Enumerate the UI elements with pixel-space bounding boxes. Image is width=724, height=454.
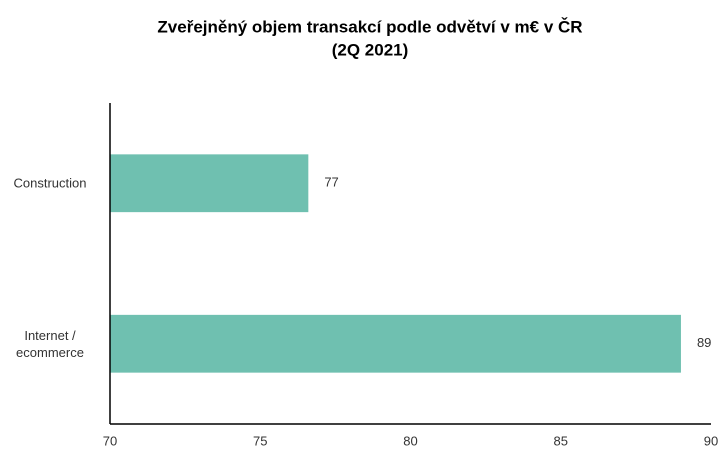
y-tick-label: Construction — [13, 175, 87, 191]
chart-title: (2Q 2021) — [332, 40, 409, 59]
bar — [110, 314, 681, 373]
y-tick-label: Internet / ecommerce — [16, 327, 84, 360]
x-tick-label: 90 — [704, 433, 718, 448]
bar — [110, 154, 309, 213]
data-label: 89 — [697, 335, 711, 350]
x-tick-label: 75 — [253, 433, 267, 448]
x-tick-label: 85 — [554, 433, 568, 448]
chart-title: Zveřejněný objem transakcí podle odvětví… — [157, 17, 582, 36]
data-label: 77 — [324, 175, 338, 190]
x-tick-label: 70 — [103, 433, 117, 448]
x-tick-label: 80 — [403, 433, 417, 448]
